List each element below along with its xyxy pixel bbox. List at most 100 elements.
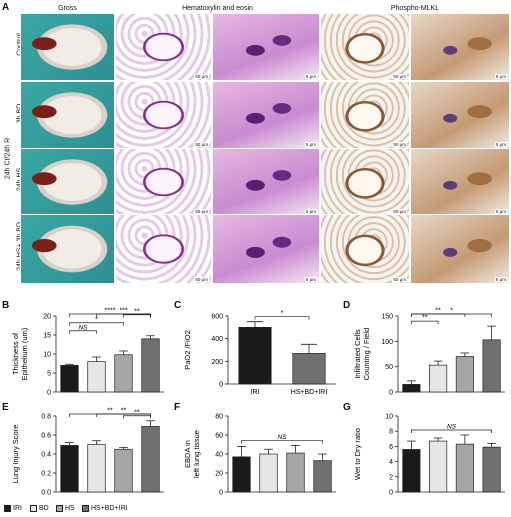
bar-hs-bd-iri [141,338,160,393]
scale-bar-label: 50 μm [392,142,407,147]
image-control-he-high: 5 μm [212,13,320,81]
image-24h-hs-3h-bd-he-high: 5 μm [212,214,320,284]
significance-label: * [450,308,453,315]
column-header-mlkl: Phospho-MLKL [390,5,440,12]
image-3h-bd-he-high: 5 μm [212,81,320,149]
y-tick-label: 0.2 [41,471,51,478]
significance-bracket [411,320,439,325]
panel-e-label: E [2,402,9,413]
significance-label: NS [277,434,287,441]
bar-bd [87,361,106,393]
scale-bar-label: 50 μm [392,74,407,79]
legend-item-hs-bd-iri: HS+BD+IRI [82,505,128,512]
bar-iri [232,456,251,493]
y-axis-label: Epithelium (um) [20,327,29,380]
y-axis-label: Infiltrated Cells [353,329,362,379]
y-tick-label: 400 [211,336,223,343]
column-header-gross: Gross [58,5,77,12]
significance-label: NS [447,424,457,431]
scale-bar-label: 50 μm [194,74,209,79]
y-axis-label: Wet to Dry ratio [353,428,362,480]
y-tick-label: 40 [215,452,223,459]
scale-bar-label: 50 μm [194,209,209,214]
chart-f-ebda: 0 20 40 60 80 EBDA in left lung tissue NS [183,414,336,497]
y-tick-label: 0.6 [41,433,51,440]
significance-label: * [281,310,284,317]
bar-hs-bd-iri [141,426,160,493]
image-24h-hs-he-high: 5 μm [212,148,320,216]
bar-hs [455,356,474,393]
y-tick-label: 6 [389,444,393,451]
chart-d-infiltrated-cells: 0 50 100 150 Infiltrated Cells Counting / Fie… [353,308,505,397]
bar-iri [238,326,272,385]
image-24h-hs-gross [20,148,115,216]
significance-bracket [69,413,151,417]
image-24h-hs-3h-bd-mlkl-low: 50 μm [320,214,410,284]
image-24h-hs-3h-bd-he-low: 50 μm [115,214,212,284]
bar-hs [286,452,305,493]
y-axis-label: Counting / Field [362,328,371,381]
scale-bar-label: 5 μm [494,277,507,282]
legend-label-hs-bd-iri: HS+BD+IRI [91,505,128,512]
significance-bracket [69,330,97,334]
image-24h-hs-3h-bd-gross [20,214,115,284]
significance-bracket [411,313,492,317]
image-control-gross [20,13,115,81]
image-3h-bd-gross [20,81,115,149]
legend-item-iri: IRI [4,505,22,512]
y-tick-label: 0 [389,490,393,497]
significance-label: ** [134,409,140,416]
image-24h-hs-mlkl-low: 50 μm [320,148,410,216]
y-axis-label: left lung tissue [192,430,201,478]
y-tick-label: 60 [215,433,223,440]
scale-bar-label: 5 μm [304,74,317,79]
y-tick-label: 0 [219,490,223,497]
bar-hs [114,448,133,493]
y-axis-label: PaO2 /FiO2 [183,330,192,370]
y-tick-label: 5 [47,371,51,378]
y-tick-label: 20 [43,314,51,321]
image-3h-bd-mlkl-high: 5 μm [410,81,510,149]
significance-label: ** [134,308,140,315]
y-tick-label: 2 [389,474,393,481]
panel-a-label: A [2,2,10,13]
legend-swatch-hs-bd-iri [82,505,89,512]
significance-bracket [123,415,151,419]
scale-bar-label: 5 μm [494,209,507,214]
panel-g-label: G [343,402,351,413]
bar-bd [429,364,448,393]
bar-bd [259,453,278,493]
bar-iri [402,449,421,493]
column-header-he: Hematoxylin and eosin [182,5,253,12]
x-tick-label: HS+BD+IRI [291,389,328,396]
y-tick-label: 10 [385,414,393,421]
scale-bar-label: 5 μm [304,277,317,282]
y-tick-label: 8 [389,429,393,436]
y-tick-label: 0 [219,382,223,389]
y-tick-label: 20 [215,471,223,478]
significance-bracket [69,313,151,317]
image-24h-hs-he-low: 50 μm [115,148,212,216]
bar-hs-bd-iri [482,339,501,393]
y-tick-label: 4 [389,459,393,466]
y-axis-label: EBDA in [183,440,192,468]
image-3h-bd-mlkl-low: 50 μm [320,81,410,149]
significance-label: ** [107,408,113,415]
y-tick-label: 200 [211,359,223,366]
scale-bar-label: 50 μm [392,209,407,214]
scale-bar-label: 50 μm [392,277,407,282]
x-tick-label: IRI [251,389,260,396]
scale-bar-label: 5 μm [494,142,507,147]
legend-label-iri: IRI [13,505,22,512]
legend-swatch-iri [4,505,11,512]
image-control-mlkl-low: 50 μm [320,13,410,81]
chart-c-pao2-fio2: 0 200 400 600 PaO2 /FiO2 IRI HS+BD+IRI * [183,310,336,396]
y-tick-label: 0 [47,390,51,397]
significance-label: ** [435,308,441,315]
significance-label: ** [422,315,428,322]
scale-bar-label: 5 μm [304,142,317,147]
bar-hs-bd-iri [313,460,332,493]
y-tick-label: 80 [215,414,223,421]
bar-iri [60,365,79,393]
